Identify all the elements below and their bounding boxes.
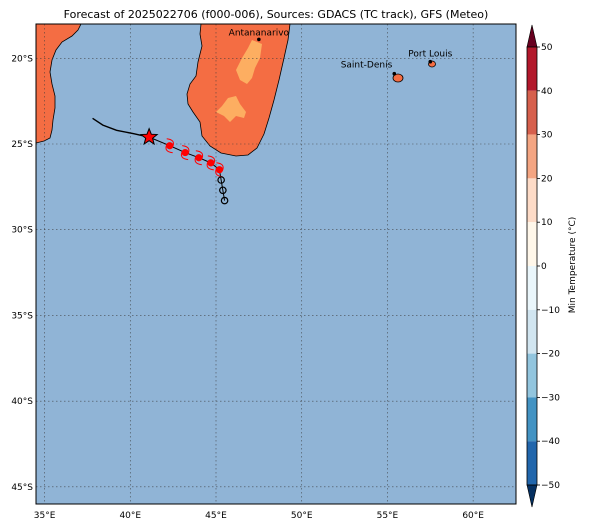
colorbar-tick-label: 40 bbox=[541, 87, 553, 97]
madagascar-highlands bbox=[236, 40, 262, 84]
colorbar-band bbox=[527, 134, 537, 179]
cyclone-arm bbox=[206, 161, 214, 171]
colorbar-tick-label: 50 bbox=[541, 43, 553, 53]
madagascar-landmass bbox=[186, 24, 291, 157]
cyclone-arm bbox=[207, 155, 216, 165]
lon-tick-label: 35°E bbox=[34, 511, 56, 521]
colorbar-band bbox=[527, 178, 537, 223]
cyclone-arm bbox=[180, 151, 189, 161]
map-frame bbox=[35, 23, 517, 505]
latitude-tick-labels: 20°S 25°S 30°S 35°S 40°S 45°S bbox=[11, 54, 33, 493]
cyclone-symbol bbox=[195, 154, 203, 162]
cyclone-symbol bbox=[166, 142, 174, 150]
colorbar-band bbox=[527, 266, 537, 310]
current-position-star bbox=[139, 127, 159, 146]
colorbar-band bbox=[527, 47, 537, 91]
lon-tick-label: 40°E bbox=[119, 511, 141, 521]
city-label: Saint-Denis bbox=[341, 61, 393, 71]
cyclone-track-layer bbox=[92, 117, 229, 205]
colorbar-band bbox=[527, 309, 537, 354]
map-title: Forecast of 2025022706 (f000-006), Sourc… bbox=[64, 8, 489, 21]
forecast-position-ring bbox=[219, 186, 227, 195]
colorbar-bottom-extend bbox=[526, 484, 538, 508]
cyclone-symbol bbox=[207, 159, 215, 167]
colorbar-top-extend bbox=[526, 24, 538, 48]
lat-tick-label: 40°S bbox=[11, 397, 33, 407]
graticule bbox=[36, 24, 516, 504]
city-dot bbox=[392, 71, 397, 76]
temperature-colorbar: 50 40 30 20 10 0 −10 −20 −30 −40 −50 bbox=[526, 24, 560, 508]
lat-tick-label: 45°S bbox=[11, 483, 33, 493]
city-dot bbox=[257, 37, 261, 42]
cyclone-arm bbox=[165, 144, 173, 154]
city-label: Antananarivo bbox=[229, 28, 290, 38]
colorbar-tick-label: 0 bbox=[541, 262, 547, 272]
lat-tick-label: 25°S bbox=[11, 140, 33, 150]
colorbar-band bbox=[527, 441, 537, 485]
cyclone-arm bbox=[194, 156, 202, 166]
cyclone-arm bbox=[182, 145, 190, 154]
forecast-position-ring bbox=[217, 176, 225, 184]
cyclone-arm bbox=[166, 138, 174, 147]
colorbar-label: Min Temperature (°C) bbox=[568, 217, 578, 314]
city-dot bbox=[428, 59, 433, 64]
longitude-tick-labels: 35°E 40°E 45°E 50°E 55°E 60°E bbox=[34, 511, 485, 521]
colorbar-tick-label: −10 bbox=[541, 306, 560, 316]
lat-tick-label: 35°S bbox=[11, 311, 33, 321]
lat-tick-label: 30°S bbox=[11, 226, 33, 236]
colorbar-tick-label: 30 bbox=[541, 131, 553, 141]
forecast-position-ring bbox=[220, 196, 229, 205]
lat-tick-label: 20°S bbox=[11, 54, 33, 64]
ocean-background bbox=[36, 24, 516, 504]
lon-tick-label: 50°E bbox=[291, 511, 313, 521]
past-track-line bbox=[92, 117, 150, 138]
lon-tick-label: 45°E bbox=[205, 511, 227, 521]
colorbar-tick-label: −30 bbox=[541, 393, 560, 403]
colorbar-tick-label: −20 bbox=[541, 350, 560, 360]
colorbar-tick-label: −40 bbox=[541, 437, 560, 447]
colorbar-band bbox=[527, 397, 537, 442]
colorbar-tick-label: −50 bbox=[541, 481, 560, 491]
lon-tick-label: 55°E bbox=[377, 511, 399, 521]
reunion-island bbox=[392, 73, 404, 83]
madagascar-highlands-south bbox=[216, 96, 246, 122]
colorbar-tick-label: 10 bbox=[541, 218, 553, 228]
colorbar-band bbox=[527, 90, 537, 135]
city-label: Port Louis bbox=[408, 50, 452, 60]
africa-landmass bbox=[36, 24, 82, 144]
colorbar-tick-label: 20 bbox=[541, 174, 553, 184]
colorbar-band bbox=[527, 222, 537, 266]
colorbar-band bbox=[527, 353, 537, 398]
map-plot-area: Antananarivo Port Louis Saint-Denis bbox=[35, 23, 517, 505]
cyclone-symbol bbox=[181, 148, 189, 157]
cyclone-symbol bbox=[215, 166, 224, 174]
cyclone-arm bbox=[216, 162, 224, 171]
lon-tick-label: 60°E bbox=[462, 511, 484, 521]
city-markers: Antananarivo Port Louis Saint-Denis bbox=[229, 28, 453, 76]
cyclone-arm bbox=[195, 150, 204, 159]
